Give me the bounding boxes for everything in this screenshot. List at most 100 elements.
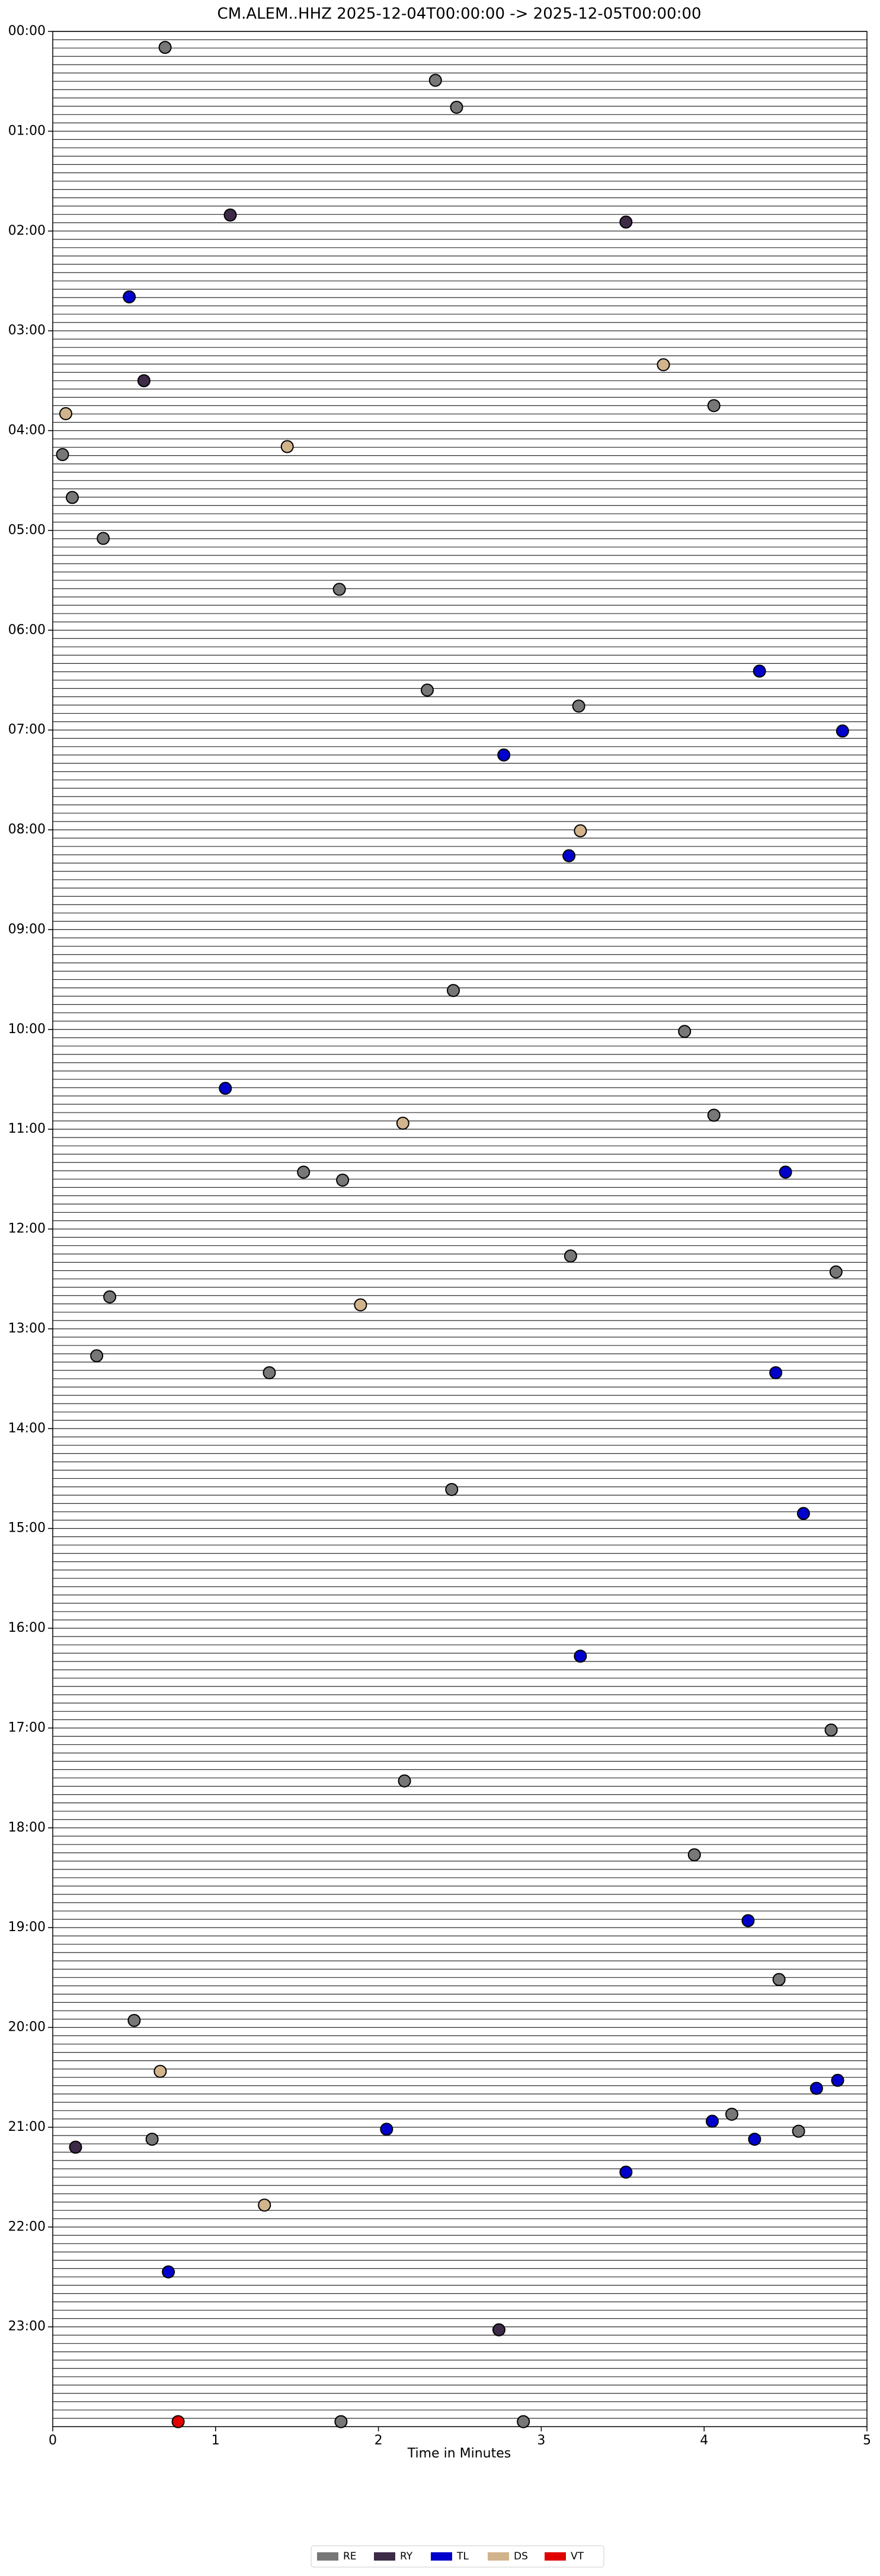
y-tick-label: 01:00 <box>8 123 46 138</box>
event-marker <box>97 532 110 545</box>
y-tick-label: 05:00 <box>8 523 46 538</box>
event-marker <box>748 2133 761 2146</box>
event-marker <box>354 1298 367 1312</box>
y-tick-label: 20:00 <box>8 2020 46 2035</box>
y-tick-label: 11:00 <box>8 1121 46 1136</box>
event-marker <box>792 2124 805 2138</box>
event-marker <box>836 724 849 738</box>
event-marker <box>707 1108 721 1122</box>
event-marker <box>336 1173 350 1187</box>
event-marker <box>65 491 79 504</box>
event-marker <box>831 2073 844 2087</box>
legend-label: RE <box>343 2551 357 2562</box>
legend-box <box>311 2545 604 2568</box>
event-marker <box>297 1165 311 1179</box>
legend-swatch <box>374 2552 395 2561</box>
event-marker <box>753 664 766 678</box>
event-marker <box>162 2265 175 2279</box>
event-marker <box>741 1914 755 1928</box>
event-marker <box>769 1366 783 1379</box>
event-marker <box>56 448 69 461</box>
event-marker <box>263 1366 276 1379</box>
event-marker <box>450 100 463 114</box>
event-marker <box>779 1165 792 1179</box>
x-tick-label: 2 <box>375 2433 383 2448</box>
y-tick-label: 21:00 <box>8 2120 46 2134</box>
event-marker <box>171 2415 185 2428</box>
x-tick-label: 5 <box>863 2433 871 2448</box>
event-marker <box>223 208 237 222</box>
legend-label: RY <box>400 2551 413 2562</box>
x-axis-label: Time in Minutes <box>407 2446 511 2461</box>
event-marker <box>687 1848 701 1862</box>
event-marker <box>564 1249 577 1263</box>
y-tick-label: 03:00 <box>8 323 46 338</box>
traces <box>53 31 867 2419</box>
event-marker <box>445 1482 459 1496</box>
legend-swatch <box>545 2552 566 2561</box>
y-tick-label: 09:00 <box>8 922 46 937</box>
x-tick-label: 3 <box>537 2433 545 2448</box>
event-marker <box>572 699 585 713</box>
event-marker <box>796 1507 810 1520</box>
event-marker <box>574 824 587 838</box>
event-marker <box>447 984 460 998</box>
event-marker <box>705 2114 719 2128</box>
event-marker <box>497 748 511 762</box>
event-marker <box>772 1973 786 1986</box>
event-marker <box>829 1265 843 1279</box>
event-marker <box>258 2198 271 2212</box>
event-marker <box>619 2165 633 2179</box>
y-tick-label: 23:00 <box>8 2319 46 2334</box>
event-marker <box>59 407 72 420</box>
y-tick-label: 14:00 <box>8 1421 46 1436</box>
y-tick-label: 22:00 <box>8 2219 46 2234</box>
event-marker <box>123 290 136 303</box>
y-tick-label: 08:00 <box>8 822 46 837</box>
y-tick-label: 17:00 <box>8 1720 46 1735</box>
y-tick-label: 06:00 <box>8 622 46 637</box>
event-marker <box>158 40 172 54</box>
y-tick-label: 12:00 <box>8 1222 46 1236</box>
event-marker <box>219 1082 232 1095</box>
legend-swatch <box>431 2552 452 2561</box>
y-tick-label: 19:00 <box>8 1920 46 1935</box>
y-tick-label: 04:00 <box>8 423 46 438</box>
event-marker <box>127 2014 141 2027</box>
event-marker <box>707 399 721 413</box>
chart-title: CM.ALEM..HHZ 2025-12-04T00:00:00 -> 2025… <box>217 5 702 23</box>
event-marker <box>657 358 670 372</box>
event-marker <box>562 849 576 862</box>
y-tick-label: 10:00 <box>8 1022 46 1037</box>
y-tick-label: 07:00 <box>8 723 46 737</box>
event-marker <box>517 2415 530 2428</box>
event-marker <box>145 2133 159 2146</box>
y-tick-label: 02:00 <box>8 223 46 238</box>
y-tick-label: 16:00 <box>8 1621 46 1635</box>
y-tick-label: 15:00 <box>8 1521 46 1536</box>
x-tick-label: 1 <box>212 2433 220 2448</box>
event-marker <box>574 1650 587 1663</box>
x-tick-label: 0 <box>49 2433 57 2448</box>
event-marker <box>153 2064 167 2078</box>
y-tick-label: 18:00 <box>8 1820 46 1835</box>
y-tick-label: 00:00 <box>8 24 46 39</box>
event-marker <box>725 2107 738 2121</box>
event-marker <box>334 2415 348 2428</box>
event-marker <box>824 1723 838 1737</box>
event-marker <box>492 2323 505 2337</box>
legend-label: TL <box>456 2551 469 2562</box>
event-marker <box>396 1117 409 1130</box>
event-marker <box>137 374 151 388</box>
event-marker <box>809 2082 823 2095</box>
legend-swatch <box>317 2552 338 2561</box>
event-marker <box>103 1290 117 1303</box>
event-marker <box>69 2140 82 2154</box>
event-marker <box>90 1349 104 1363</box>
legend-label: VT <box>571 2551 584 2562</box>
event-marker <box>280 440 294 453</box>
legend-label: DS <box>514 2551 528 2562</box>
legend-swatch <box>488 2552 509 2561</box>
event-marker <box>398 1774 411 1788</box>
